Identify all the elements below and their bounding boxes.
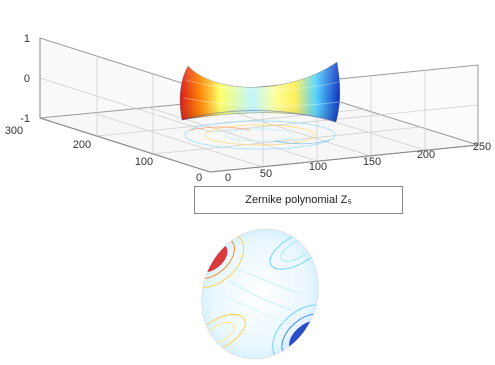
y-tick-label: 100 (135, 156, 153, 168)
z-tick-label: 0 (24, 73, 30, 85)
surface-axis-lines (39, 38, 479, 173)
z-axis-ticks: 1 0 -1 (20, 33, 30, 125)
y-tick-label: 200 (73, 139, 91, 151)
figure-caption: Zernike polynomial Z₅ (194, 186, 403, 214)
x-tick-label: 100 (309, 161, 327, 173)
x-tick-label: 150 (363, 156, 381, 168)
x-axis-ticks: 0 50 100 150 200 250 (225, 141, 491, 184)
contour-plot (183, 228, 336, 364)
x-tick-label: 250 (473, 141, 491, 153)
y-tick-label: 300 (5, 125, 23, 137)
x-tick-label: 50 (260, 168, 272, 180)
x-tick-label: 0 (225, 172, 231, 184)
floor-contour-projection (184, 120, 336, 150)
x-tick-label: 200 (417, 149, 435, 161)
z-tick-label: -1 (20, 113, 30, 125)
y-axis-ticks: 300 200 100 0 (5, 125, 202, 184)
y-tick-label: 0 (196, 172, 202, 184)
caption-text: Zernike polynomial Z₅ (245, 194, 352, 206)
z-tick-label: 1 (24, 33, 30, 45)
saddle-surface (179, 61, 341, 123)
